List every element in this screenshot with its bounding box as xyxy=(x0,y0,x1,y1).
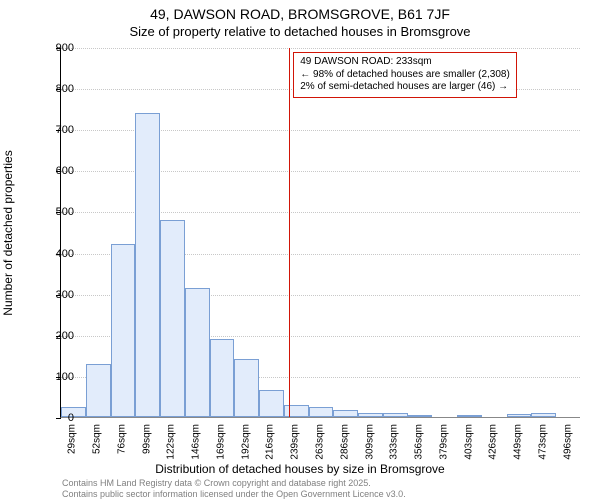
xtick-label: 286sqm xyxy=(339,424,350,460)
xtick-label: 379sqm xyxy=(438,424,449,460)
annotation-line-3: 2% of semi-detached houses are larger (4… xyxy=(300,81,510,94)
histogram-bar xyxy=(185,288,210,418)
xtick-label: 76sqm xyxy=(116,424,127,454)
histogram-bar xyxy=(408,415,433,417)
histogram-bar xyxy=(160,220,185,417)
footnote-line-2: Contains public sector information licen… xyxy=(62,489,406,499)
xtick-label: 169sqm xyxy=(215,424,226,460)
ytick-label: 700 xyxy=(56,124,74,136)
xtick-label: 473sqm xyxy=(537,424,548,460)
xtick-label: 146sqm xyxy=(191,424,202,460)
ytick-label: 100 xyxy=(56,371,74,383)
histogram-bar xyxy=(210,339,235,417)
xtick-label: 99sqm xyxy=(141,424,152,454)
xtick-label: 426sqm xyxy=(488,424,499,460)
ytick-label: 400 xyxy=(56,248,74,260)
histogram-bar xyxy=(111,244,136,417)
reference-line xyxy=(289,48,290,417)
chart-title-sub: Size of property relative to detached ho… xyxy=(0,24,600,39)
ytick-label: 800 xyxy=(56,83,74,95)
y-axis-label: Number of detached properties xyxy=(1,150,15,315)
ytick-label: 500 xyxy=(56,206,74,218)
histogram-chart: 49, DAWSON ROAD, BROMSGROVE, B61 7JF Siz… xyxy=(0,0,600,500)
ytick-label: 0 xyxy=(68,412,74,424)
histogram-bar xyxy=(333,410,358,417)
histogram-bar xyxy=(457,415,482,417)
annotation-box: 49 DAWSON ROAD: 233sqm← 98% of detached … xyxy=(293,52,517,98)
plot-area: 49 DAWSON ROAD: 233sqm← 98% of detached … xyxy=(60,48,580,418)
ytick-label: 200 xyxy=(56,330,74,342)
xtick-label: 216sqm xyxy=(265,424,276,460)
chart-title-main: 49, DAWSON ROAD, BROMSGROVE, B61 7JF xyxy=(0,6,600,22)
xtick-label: 29sqm xyxy=(67,424,78,454)
histogram-bar xyxy=(507,414,532,417)
histogram-bar xyxy=(135,113,160,417)
histogram-bar xyxy=(259,390,284,417)
ytick-mark xyxy=(56,418,61,419)
xtick-label: 496sqm xyxy=(562,424,573,460)
ytick-label: 900 xyxy=(56,42,74,54)
xtick-label: 449sqm xyxy=(513,424,524,460)
xtick-label: 263sqm xyxy=(315,424,326,460)
gridline xyxy=(61,48,580,49)
histogram-bar xyxy=(383,413,408,417)
histogram-bar xyxy=(358,413,383,417)
histogram-bar xyxy=(531,413,556,417)
annotation-line-1: 49 DAWSON ROAD: 233sqm xyxy=(300,56,510,69)
histogram-bar xyxy=(284,405,309,417)
xtick-label: 52sqm xyxy=(92,424,103,454)
x-axis-label: Distribution of detached houses by size … xyxy=(0,462,600,476)
xtick-label: 239sqm xyxy=(290,424,301,460)
xtick-label: 122sqm xyxy=(166,424,177,460)
xtick-label: 192sqm xyxy=(240,424,251,460)
ytick-label: 300 xyxy=(56,289,74,301)
xtick-label: 356sqm xyxy=(414,424,425,460)
ytick-label: 600 xyxy=(56,165,74,177)
xtick-label: 333sqm xyxy=(389,424,400,460)
xtick-label: 403sqm xyxy=(463,424,474,460)
footnote-line-1: Contains HM Land Registry data © Crown c… xyxy=(62,478,371,488)
histogram-bar xyxy=(86,364,111,417)
annotation-line-2: ← 98% of detached houses are smaller (2,… xyxy=(300,69,510,82)
xtick-label: 309sqm xyxy=(364,424,375,460)
histogram-bar xyxy=(234,359,259,417)
histogram-bar xyxy=(309,407,334,417)
